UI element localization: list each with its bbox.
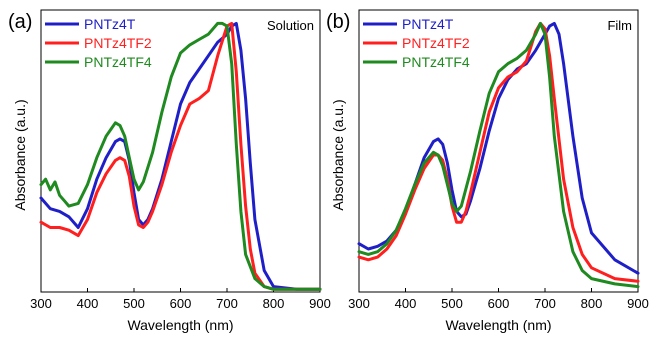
chart-2-series-line-2 [357, 21, 640, 283]
chart-2-x-tick-label-0: 300 [348, 296, 370, 311]
chart-2-annotation: Film [607, 18, 632, 33]
chart-1-series-line-3 [39, 21, 322, 291]
chart-2-panel-label: (b) [326, 11, 350, 33]
chart-2-x-tick-label-6: 900 [627, 296, 649, 311]
chart-1-series-line-2 [39, 21, 322, 291]
chart-2-x-tick-label-3: 600 [488, 296, 510, 311]
chart-2-x-tick-label-5: 800 [581, 296, 603, 311]
chart-1-x-tick-label-0: 300 [30, 296, 52, 311]
chart-2-legend-label-3: PNTz4TF4 [402, 54, 470, 70]
chart-1-x-tick-label-6: 900 [309, 296, 331, 311]
chart-2-legend-label-1: PNTz4T [402, 16, 454, 32]
chart-1-legend-label-1: PNTz4T [84, 16, 136, 32]
chart-2-legend-label-2: PNTz4TF2 [402, 35, 470, 51]
chart-1-series-line-1 [39, 21, 322, 291]
chart-2-x-axis-label: Wavelength (nm) [445, 317, 551, 333]
chart-1-legend-label-2: PNTz4TF2 [84, 35, 152, 51]
chart-1-panel-label: (a) [8, 11, 32, 33]
chart-1-x-tick-label-3: 600 [170, 296, 192, 311]
chart-1-x-tick-label-4: 700 [216, 296, 238, 311]
chart-1-annotation: Solution [267, 18, 314, 33]
chart-1-x-tick-label-5: 800 [263, 296, 285, 311]
chart-1-y-axis-label: Absorbance (a.u.) [12, 99, 28, 210]
chart-2-series-line-1 [357, 21, 640, 275]
chart-2-x-tick-label-2: 500 [441, 296, 463, 311]
chart-2-frame [358, 9, 639, 293]
chart-2-y-axis-label: Absorbance (a.u.) [330, 99, 346, 210]
chart-1-x-tick-label-2: 500 [123, 296, 145, 311]
chart-2-x-tick-label-1: 400 [395, 296, 417, 311]
chart-1-x-axis-label: Wavelength (nm) [127, 317, 233, 333]
chart-2-x-tick-label-4: 700 [534, 296, 556, 311]
chart-1-x-tick-label-1: 400 [77, 296, 99, 311]
chart-1-legend-label-3: PNTz4TF4 [84, 54, 152, 70]
chart-2-series-line-3 [357, 21, 640, 289]
